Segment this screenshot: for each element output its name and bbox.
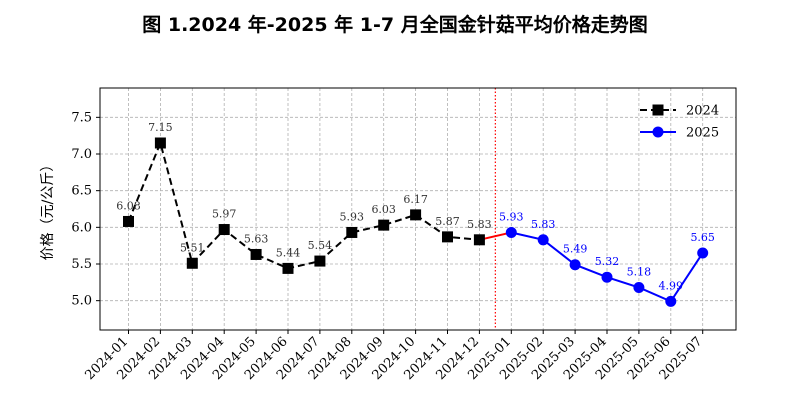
data-point-2025 bbox=[697, 247, 709, 259]
data-point-2025 bbox=[569, 259, 581, 271]
data-label-2025: 5.18 bbox=[627, 265, 652, 278]
data-point-2024 bbox=[410, 209, 422, 221]
data-point-2025 bbox=[665, 295, 677, 307]
data-label-2024: 5.97 bbox=[212, 208, 237, 221]
data-point-2025 bbox=[537, 234, 549, 246]
data-label-2025: 5.83 bbox=[531, 218, 556, 231]
data-point-2024 bbox=[218, 224, 230, 236]
data-point-2025 bbox=[505, 226, 517, 238]
data-label-2024: 6.17 bbox=[403, 193, 428, 206]
series-lines bbox=[127, 139, 704, 303]
legend-label-2025: 2025 bbox=[686, 126, 719, 141]
data-label-2024: 5.93 bbox=[340, 210, 365, 223]
y-tick-label: 6.5 bbox=[71, 184, 92, 199]
data-label-2024: 5.44 bbox=[276, 246, 301, 259]
data-label-2024: 5.87 bbox=[435, 215, 460, 228]
data-point-2024 bbox=[186, 257, 198, 269]
data-label-2024: 5.51 bbox=[180, 241, 205, 254]
y-tick-label: 7.5 bbox=[71, 110, 92, 125]
data-point-2024 bbox=[378, 219, 390, 231]
data-point-2025 bbox=[633, 281, 645, 293]
data-label-2024: 5.54 bbox=[308, 239, 333, 252]
y-axis-label: 价格（元/公斤） bbox=[40, 158, 56, 261]
y-tick-label: 7.0 bbox=[71, 147, 92, 162]
data-label-2024: 5.83 bbox=[467, 218, 492, 231]
data-point-2024 bbox=[314, 255, 326, 267]
data-labels: 6.08 7.15 5.51 5.97 5.63 5.44 5.54 5.93 6.03 6.17… bbox=[116, 121, 715, 292]
data-label-2025: 5.49 bbox=[563, 243, 588, 256]
data-label-2025: 5.65 bbox=[690, 231, 715, 244]
data-label-2024: 6.03 bbox=[371, 203, 396, 216]
data-label-2025: 5.32 bbox=[595, 255, 620, 268]
data-label-2024: 6.08 bbox=[116, 199, 141, 212]
data-label-2025: 5.93 bbox=[499, 210, 524, 223]
y-tick-label: 5.0 bbox=[71, 294, 92, 309]
data-point-2024 bbox=[154, 137, 166, 149]
data-point-2024 bbox=[123, 215, 134, 227]
legend-label-2024: 2024 bbox=[686, 104, 719, 119]
legend: 2024 2025 bbox=[640, 104, 719, 141]
data-point-2024 bbox=[346, 226, 358, 238]
legend-marker-2024 bbox=[652, 104, 664, 116]
data-label-2025: 4.99 bbox=[659, 279, 684, 292]
data-label-2024: 5.63 bbox=[244, 232, 269, 245]
data-point-2024 bbox=[473, 234, 485, 246]
data-label-2024: 7.15 bbox=[148, 121, 173, 134]
y-tick-label: 6.0 bbox=[71, 220, 92, 235]
data-point-2024 bbox=[250, 248, 262, 260]
data-point-2025 bbox=[601, 271, 613, 283]
y-tick-label: 5.5 bbox=[71, 257, 92, 272]
data-point-2024 bbox=[442, 231, 453, 243]
plot-frame bbox=[99, 87, 737, 331]
grid-lines bbox=[100, 88, 736, 330]
axes: 5.05.56.06.57.07.52024-012024-022024-032… bbox=[40, 87, 737, 383]
legend-marker-2025 bbox=[652, 126, 664, 138]
data-markers bbox=[123, 137, 709, 307]
figure-title: 图 1.2024 年-2025 年 1-7 月全国金针菇平均价格走势图 bbox=[142, 14, 648, 36]
data-point-2024 bbox=[282, 262, 294, 274]
